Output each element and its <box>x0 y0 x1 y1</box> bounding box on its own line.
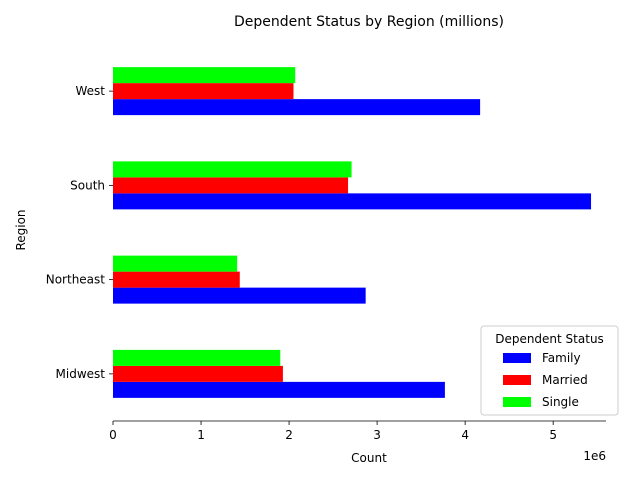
bar-single-midwest <box>113 349 281 366</box>
bar-family-midwest <box>113 381 445 398</box>
bar-married-midwest <box>113 365 283 382</box>
chart-title: Dependent Status by Region (millions) <box>234 14 504 30</box>
legend-swatch-family <box>503 353 531 363</box>
legend-label-family: Family <box>542 351 581 365</box>
x-tick-label-3: 3 <box>373 428 381 442</box>
legend: Dependent Status Family Married Single <box>480 325 619 416</box>
legend-swatch-single <box>503 397 531 407</box>
x-axis: 0 1 2 3 4 5 <box>109 420 606 442</box>
bar-single-west <box>113 67 296 84</box>
x-axis-offset-label: 1e6 <box>583 449 606 463</box>
y-axis-label: Region <box>14 209 28 250</box>
x-tick-label-4: 4 <box>461 428 469 442</box>
bar-married-south <box>113 177 349 194</box>
legend-swatch-married <box>503 375 531 385</box>
legend-frame <box>480 325 619 416</box>
bar-married-west <box>113 83 294 100</box>
legend-label-married: Married <box>542 373 588 387</box>
x-tick-label-0: 0 <box>109 428 117 442</box>
x-tick-label-2: 2 <box>285 428 293 442</box>
y-tick-label-midwest: Midwest <box>56 367 106 381</box>
bar-married-northeast <box>113 271 240 288</box>
x-tick-label-1: 1 <box>197 428 205 442</box>
bar-family-northeast <box>113 287 366 304</box>
bar-family-south <box>113 193 592 210</box>
bar-single-south <box>113 161 352 178</box>
bar-family-west <box>113 99 481 116</box>
y-tick-label-northeast: Northeast <box>46 273 106 287</box>
x-tick-label-5: 5 <box>549 428 557 442</box>
bars-group <box>113 67 592 398</box>
y-tick-label-south: South <box>70 178 105 192</box>
legend-title: Dependent Status <box>495 332 604 346</box>
legend-label-single: Single <box>542 395 579 409</box>
x-axis-label: Count <box>351 451 387 465</box>
y-tick-label-west: West <box>75 84 105 98</box>
legend-items: Family Married Single <box>503 351 588 409</box>
bar-single-northeast <box>113 255 238 272</box>
y-axis: Midwest Northeast South West <box>46 84 113 381</box>
